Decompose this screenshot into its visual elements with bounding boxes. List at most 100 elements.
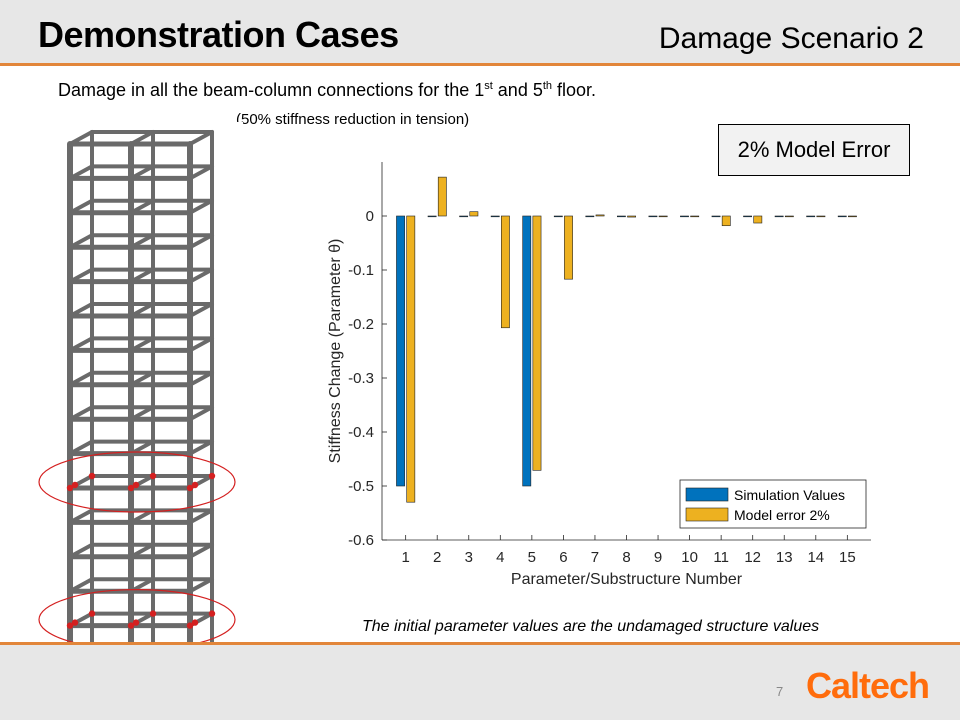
frame-member xyxy=(188,508,214,525)
x-tick-label: 8 xyxy=(622,549,630,566)
x-axis-label: Parameter/Substructure Number xyxy=(511,571,743,588)
frame-member xyxy=(188,370,214,387)
bar-model-error xyxy=(627,215,637,218)
bar-simulation xyxy=(396,215,405,487)
x-tick-label: 10 xyxy=(681,549,698,566)
frame-member xyxy=(68,439,94,456)
page-number: 7 xyxy=(776,684,784,699)
frame-member xyxy=(68,198,94,215)
damage-marker xyxy=(149,472,157,480)
bar-model-error xyxy=(816,215,826,218)
bar-model-error xyxy=(848,215,857,218)
bar-model-error xyxy=(437,176,447,217)
y-tick-label: -0.3 xyxy=(348,370,374,387)
y-tick-label: -0.4 xyxy=(348,424,374,441)
frame-members xyxy=(65,130,217,673)
y-axis-label: Stiffness Change (Parameter θ) xyxy=(327,239,344,464)
x-tick-label: 12 xyxy=(744,549,761,566)
frame-member xyxy=(68,164,94,181)
y-tick-label: -0.6 xyxy=(348,532,374,549)
bar-simulation xyxy=(680,215,689,218)
frame-member xyxy=(68,542,94,559)
damage-marker xyxy=(191,619,199,626)
x-tick-label: 2 xyxy=(433,549,441,566)
x-tick-label: 1 xyxy=(401,549,409,566)
bar-simulation xyxy=(522,215,532,487)
damage-subdescription: (50% stiffness reduction in tension) xyxy=(236,111,470,128)
legend-swatch xyxy=(685,487,729,502)
y-tick-label: -0.5 xyxy=(348,478,374,495)
x-tick-label: 5 xyxy=(528,549,536,566)
bar-simulation xyxy=(774,215,784,218)
damage-marker xyxy=(191,481,199,489)
bar-simulation xyxy=(427,215,437,218)
frame-member xyxy=(129,164,155,181)
damage-marker xyxy=(127,484,135,492)
bar-simulation xyxy=(711,215,721,218)
bar-model-error xyxy=(406,215,416,503)
x-tick-label: 6 xyxy=(559,549,567,566)
x-tick-label: 15 xyxy=(839,549,856,566)
damage-marker xyxy=(132,481,140,489)
legend-label: Simulation Values xyxy=(734,487,845,503)
bar-model-error xyxy=(501,215,510,329)
frame-member xyxy=(188,267,214,284)
bar-simulation xyxy=(616,215,626,218)
legend-label: Model error 2% xyxy=(734,507,830,523)
frame-member xyxy=(188,542,214,559)
damage-marker xyxy=(149,610,157,617)
frame-member xyxy=(129,336,155,353)
damage-marker xyxy=(71,481,79,489)
stiffness-change-chart: 0-0.1-0.2-0.3-0.4-0.5-0.61 2 3 4 5 6 7 8 9 10 11 12… xyxy=(327,162,871,588)
bar-model-error xyxy=(721,215,731,227)
y-tick-label: 0 xyxy=(366,208,374,225)
scenario-title: Damage Scenario 2 xyxy=(658,22,924,55)
structure-model xyxy=(36,122,243,705)
bar-simulation xyxy=(648,215,658,218)
model-error-box: 2% Model Error xyxy=(718,124,910,176)
frame-member xyxy=(129,267,155,284)
damage-ellipse xyxy=(38,451,236,513)
frame-member xyxy=(129,233,155,250)
slide-title: Demonstration Cases xyxy=(38,14,399,55)
damage-marker xyxy=(88,472,96,480)
frame-member xyxy=(188,164,214,181)
damage-marker xyxy=(71,619,79,626)
frame-member xyxy=(129,198,155,215)
frame-member xyxy=(188,577,214,594)
damage-markers xyxy=(66,472,216,629)
frame-member xyxy=(68,233,94,250)
header-bar xyxy=(0,0,960,64)
frame-member xyxy=(68,130,94,146)
bar-simulation xyxy=(459,215,469,218)
x-tick-label: 14 xyxy=(807,549,824,566)
x-tick-label: 7 xyxy=(591,549,599,566)
frame-member xyxy=(68,405,94,422)
x-tick-label: 4 xyxy=(496,549,504,566)
damage-marker xyxy=(88,610,96,617)
damage-marker xyxy=(132,619,140,626)
frame-member xyxy=(129,542,155,559)
bar-simulation xyxy=(490,215,500,218)
chart-bars xyxy=(396,176,857,503)
header-divider xyxy=(0,63,960,66)
bar-model-error xyxy=(564,215,573,280)
frame-member xyxy=(188,233,214,250)
footer-divider xyxy=(0,642,960,645)
bar-model-error xyxy=(753,215,763,224)
frame-member xyxy=(188,439,214,456)
frame-member xyxy=(68,577,94,594)
damage-marker xyxy=(208,610,216,617)
y-tick-label: -0.1 xyxy=(348,262,374,279)
frame-member xyxy=(129,508,155,525)
frame-member xyxy=(188,302,214,318)
frame-member xyxy=(188,405,214,422)
frame-member xyxy=(129,302,155,318)
bar-simulation xyxy=(806,215,816,218)
damage-marker xyxy=(127,622,135,629)
damage-marker xyxy=(186,484,194,492)
frame-member xyxy=(129,405,155,422)
footnote: The initial parameter values are the und… xyxy=(362,618,820,635)
damage-marker xyxy=(208,472,216,480)
plot-area xyxy=(382,162,871,540)
